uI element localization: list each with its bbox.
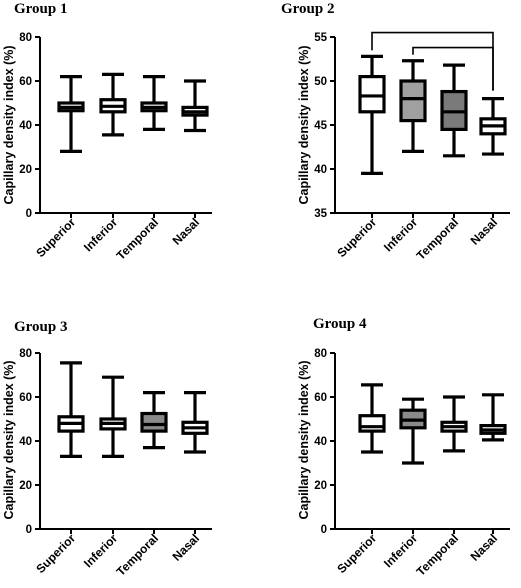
category-label: Nasal xyxy=(170,215,203,248)
y-tick-label: 55 xyxy=(314,32,327,44)
category-label: Inferior xyxy=(381,215,420,254)
category-label: Nasal xyxy=(170,531,203,564)
category-label: Temporal xyxy=(114,215,161,262)
category-label: Temporal xyxy=(114,531,161,578)
category-label: Temporal xyxy=(414,531,461,578)
y-tick-label: 20 xyxy=(19,480,32,492)
y-tick-label: 60 xyxy=(19,392,32,404)
y-tick-label: 80 xyxy=(19,348,32,360)
y-tick-label: 45 xyxy=(314,120,327,132)
category-label: Inferior xyxy=(81,215,120,254)
chart-panel-group-1: Group 1 Capillary density index (%) 0 20 4… xyxy=(2,1,212,263)
y-axis-label: Capillary density index (%) xyxy=(297,45,311,204)
category-label: Temporal xyxy=(414,215,461,262)
category-label: Superior xyxy=(334,531,379,576)
panel-title: Group 1 xyxy=(14,1,68,17)
chart-panel-group-4: Group 4 Capillary density index (%) 0 20 4… xyxy=(297,316,510,579)
y-tick-label: 40 xyxy=(314,164,327,176)
y-axis-label: Capillary density index (%) xyxy=(2,45,16,204)
category-label: Nasal xyxy=(468,531,501,564)
y-tick-label: 20 xyxy=(314,480,327,492)
y-tick-label: 0 xyxy=(26,208,32,220)
y-tick-label: 50 xyxy=(314,76,327,88)
significance-bracket xyxy=(412,46,494,91)
box-iqr xyxy=(399,79,427,123)
panel-title: Group 2 xyxy=(281,1,335,17)
y-axis-label: Capillary density index (%) xyxy=(297,360,311,519)
box-iqr xyxy=(358,74,386,114)
category-label: Superior xyxy=(33,215,78,260)
category-label: Inferior xyxy=(81,531,120,570)
panel-title: Group 4 xyxy=(313,316,367,332)
significance-bracket xyxy=(371,31,494,91)
box-iqr xyxy=(358,414,386,433)
y-tick-label: 40 xyxy=(19,436,32,448)
y-axis-label: Capillary density index (%) xyxy=(2,360,16,519)
category-label: Inferior xyxy=(381,531,420,570)
y-tick-label: 40 xyxy=(19,120,32,132)
category-label: Superior xyxy=(33,531,78,576)
category-label: Nasal xyxy=(468,215,501,248)
box-iqr xyxy=(140,411,168,433)
y-tick-label: 80 xyxy=(19,32,32,44)
y-tick-label: 60 xyxy=(314,392,327,404)
y-tick-label: 20 xyxy=(19,164,32,176)
y-tick-label: 35 xyxy=(314,208,327,220)
panel-title: Group 3 xyxy=(14,319,68,335)
chart-panel-group-3: Group 3 Capillary density index (%) 0 20 4… xyxy=(2,319,212,579)
y-tick-label: 0 xyxy=(321,524,327,536)
y-tick-label: 0 xyxy=(26,524,32,536)
y-tick-label: 60 xyxy=(19,76,32,88)
y-tick-label: 80 xyxy=(314,348,327,360)
y-tick-label: 40 xyxy=(314,436,327,448)
category-label: Superior xyxy=(334,215,379,260)
chart-panel-group-2: Group 2 Capillary density index (%) 35 40… xyxy=(281,1,510,263)
